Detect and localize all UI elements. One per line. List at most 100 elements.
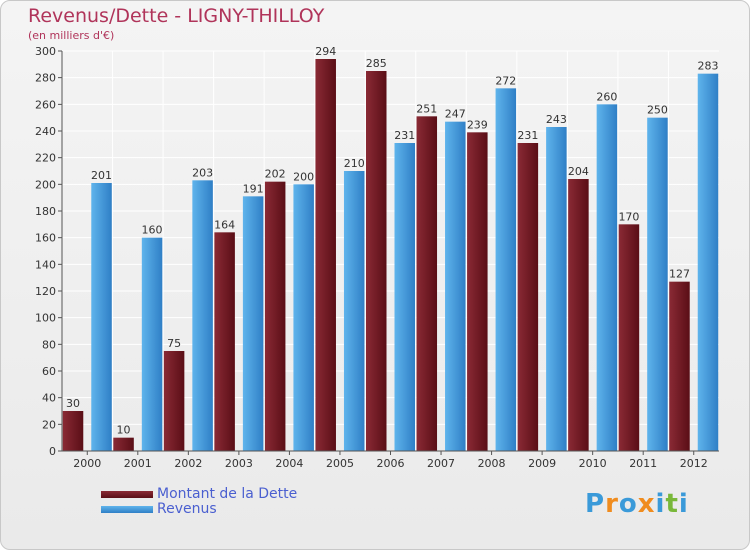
bar-revenus-2003 <box>242 196 264 451</box>
bar-dette-2006 <box>366 71 387 451</box>
y-tick-label: 280 <box>35 72 56 85</box>
axes: 0 20 40 60 80 100 120 140 160 180 200 220 240 260 280 3… <box>35 45 719 470</box>
data-label-revenus-2004: 200 <box>293 170 314 183</box>
proxiti-logo: Proxiti <box>585 489 689 519</box>
data-label-revenus-2009: 243 <box>546 113 567 126</box>
bar-revenus-2000 <box>91 183 112 451</box>
logo-letter: i <box>678 489 689 519</box>
y-tick-label: 300 <box>35 45 56 58</box>
data-label-dette-2004: 202 <box>265 168 286 181</box>
x-tick-label: 2005 <box>326 457 354 470</box>
y-tick-label: 60 <box>42 365 56 378</box>
y-tick-label: 260 <box>35 98 56 111</box>
bar-dette-2011 <box>618 224 640 451</box>
y-tick-label: 80 <box>42 338 56 351</box>
x-tick-label: 2002 <box>174 457 202 470</box>
data-label-revenus-2011: 250 <box>647 104 668 117</box>
data-label-revenus-2007: 247 <box>445 108 466 121</box>
x-tick-label: 2012 <box>680 457 708 470</box>
bar-revenus-2002 <box>192 180 213 452</box>
bar-dette-2009 <box>517 143 539 451</box>
data-label-dette-2012: 127 <box>669 268 690 281</box>
data-label-dette-2009: 231 <box>517 129 538 142</box>
bar-revenus-2010 <box>596 104 618 451</box>
bar-dette-2005 <box>315 59 336 451</box>
legend-swatch-revenus <box>101 506 153 513</box>
logo-letter: x <box>637 489 656 519</box>
bar-dette-2000 <box>62 411 84 451</box>
bar-revenus-2006 <box>394 143 415 451</box>
bar-revenus-2001 <box>141 237 163 451</box>
data-label-dette-2007: 251 <box>416 102 437 115</box>
chart-title: Revenus/Dette - LIGNY-THILLOY <box>28 5 325 27</box>
legend-swatch-dette <box>101 491 153 498</box>
x-tick-label: 2009 <box>528 457 556 470</box>
bar-revenus-2008 <box>495 88 517 451</box>
bar-dette-2008 <box>467 132 488 452</box>
data-label-dette-2010: 204 <box>568 165 589 178</box>
x-tick-label: 2006 <box>377 457 405 470</box>
data-label-revenus-2000: 201 <box>91 169 112 182</box>
legend-label-revenus: Revenus <box>157 501 217 517</box>
data-label-revenus-2008: 272 <box>495 74 516 87</box>
logo-letter: r <box>605 489 619 519</box>
bar-dette-2010 <box>568 179 589 451</box>
bar-revenus-2007 <box>445 121 466 452</box>
data-label-revenus-2003: 191 <box>243 182 264 195</box>
data-label-dette-2005: 294 <box>315 45 336 58</box>
y-tick-label: 40 <box>42 392 56 405</box>
data-label-revenus-2002: 203 <box>192 166 213 179</box>
bar-dette-2004 <box>264 181 286 451</box>
y-tick-label: 20 <box>42 418 56 431</box>
bar-revenus-2005 <box>343 171 365 451</box>
data-label-dette-2003: 164 <box>214 218 235 231</box>
data-label-revenus-2005: 210 <box>344 157 365 170</box>
y-tick-label: 200 <box>35 178 56 191</box>
bars <box>62 59 719 452</box>
bar-dette-2007 <box>416 116 438 451</box>
data-label-dette-2002: 75 <box>167 337 181 350</box>
bar-revenus-2011 <box>647 117 668 452</box>
bar-dette-2002 <box>163 351 185 451</box>
data-label-revenus-2006: 231 <box>394 129 415 142</box>
legend: Montant de la Dette Revenus <box>101 487 297 517</box>
y-tick-label: 160 <box>35 232 56 245</box>
x-tick-label: 2007 <box>427 457 455 470</box>
y-tick-label: 220 <box>35 152 56 165</box>
data-label-dette-2006: 285 <box>366 57 387 70</box>
data-label-revenus-2001: 160 <box>142 224 163 237</box>
y-tick-label: 100 <box>35 312 56 325</box>
bar-dette-2001 <box>113 437 134 451</box>
logo-letter: t <box>665 489 679 519</box>
x-tick-label: 2001 <box>124 457 152 470</box>
data-label-revenus-2012: 283 <box>697 60 718 73</box>
data-label-revenus-2010: 260 <box>596 90 617 103</box>
x-tick-label: 2011 <box>629 457 657 470</box>
y-tick-label: 0 <box>49 445 56 458</box>
y-tick-label: 240 <box>35 125 56 138</box>
legend-label-dette: Montant de la Dette <box>157 486 298 502</box>
logo-letter: P <box>585 489 606 519</box>
bar-revenus-2004 <box>293 184 314 452</box>
x-tick-label: 2003 <box>225 457 253 470</box>
y-tick-label: 140 <box>35 258 56 271</box>
x-tick-label: 2008 <box>478 457 506 470</box>
chart-subtitle: (en milliers d'€) <box>28 29 115 42</box>
legend-item-revenus: Revenus <box>101 502 297 517</box>
bar-dette-2003 <box>214 232 235 451</box>
data-label-dette-2001: 10 <box>117 424 131 437</box>
y-tick-label: 180 <box>35 205 56 218</box>
bar-revenus-2012 <box>697 73 719 452</box>
x-tick-label: 2004 <box>275 457 303 470</box>
data-label-dette-2008: 239 <box>467 118 488 131</box>
x-tick-label: 2010 <box>579 457 607 470</box>
bar-dette-2012 <box>669 281 690 451</box>
logo-letter: i <box>655 489 666 519</box>
data-label-dette-2000: 30 <box>66 397 80 410</box>
x-tick-label: 2000 <box>73 457 101 470</box>
y-tick-label: 120 <box>35 285 56 298</box>
legend-item-dette: Montant de la Dette <box>101 487 297 502</box>
